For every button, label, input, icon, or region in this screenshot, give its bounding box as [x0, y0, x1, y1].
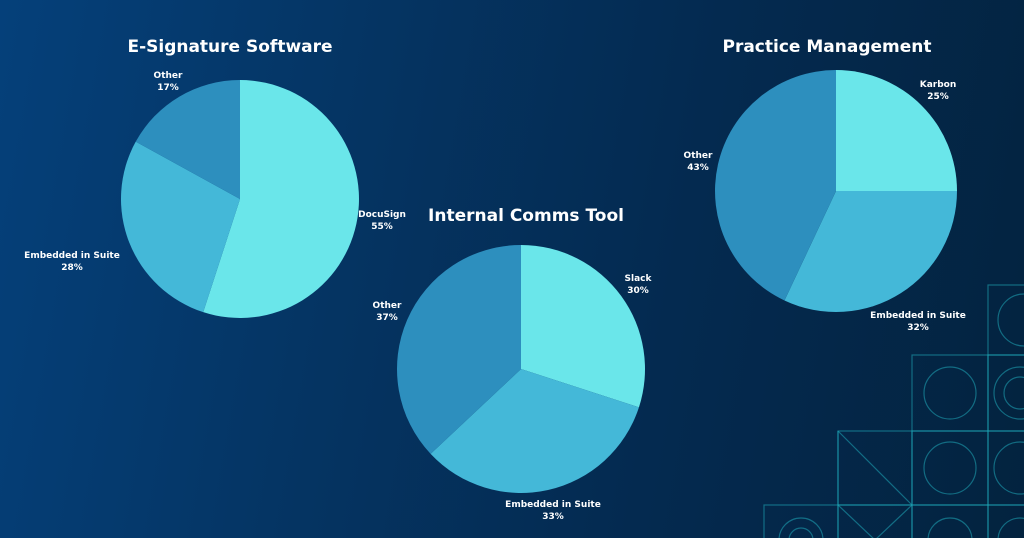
- chart-title-practice-management: Practice Management: [722, 37, 932, 57]
- pie-slice-practice-management-embedded-in-suite: [784, 191, 957, 312]
- pie-slice-esignature-other: [135, 80, 240, 199]
- slice-percent-practice-management-karbon: 25%: [927, 92, 949, 102]
- pie-slice-internal-comms-slack: [521, 245, 645, 408]
- slice-label-internal-comms-embedded-in-suite: Embedded in Suite: [505, 500, 601, 510]
- slice-label-internal-comms-slack: Slack: [625, 274, 653, 284]
- pie-slice-internal-comms-embedded-in-suite: [430, 369, 639, 493]
- slice-label-esignature-docusign: DocuSign: [358, 210, 406, 220]
- pie-slice-practice-management-other: [715, 70, 836, 301]
- slice-label-internal-comms-other: Other: [373, 301, 402, 311]
- slice-label-practice-management-karbon: Karbon: [920, 80, 957, 90]
- slice-percent-practice-management-embedded-in-suite: 32%: [907, 323, 929, 333]
- slice-percent-internal-comms-slack: 30%: [627, 286, 649, 296]
- slice-label-practice-management-embedded-in-suite: Embedded in Suite: [870, 311, 966, 321]
- slice-label-esignature-embedded-in-suite: Embedded in Suite: [24, 251, 120, 261]
- slice-percent-internal-comms-other: 37%: [376, 313, 398, 323]
- slice-percent-internal-comms-embedded-in-suite: 33%: [542, 512, 564, 522]
- slice-percent-esignature-embedded-in-suite: 28%: [61, 263, 83, 273]
- pie-slice-practice-management-karbon: [836, 70, 957, 191]
- pie-slice-internal-comms-other: [397, 245, 521, 454]
- slice-label-practice-management-other: Other: [684, 151, 713, 161]
- slice-percent-esignature-other: 17%: [157, 83, 179, 93]
- pie-slice-esignature-docusign: [203, 80, 359, 318]
- chart-title-esignature: E-Signature Software: [127, 37, 333, 57]
- slice-label-esignature-other: Other: [154, 71, 183, 81]
- chart-title-internal-comms: Internal Comms Tool: [428, 206, 624, 226]
- slice-percent-esignature-docusign: 55%: [371, 222, 393, 232]
- slice-percent-practice-management-other: 43%: [687, 163, 709, 173]
- pie-slice-esignature-embedded-in-suite: [120, 141, 240, 313]
